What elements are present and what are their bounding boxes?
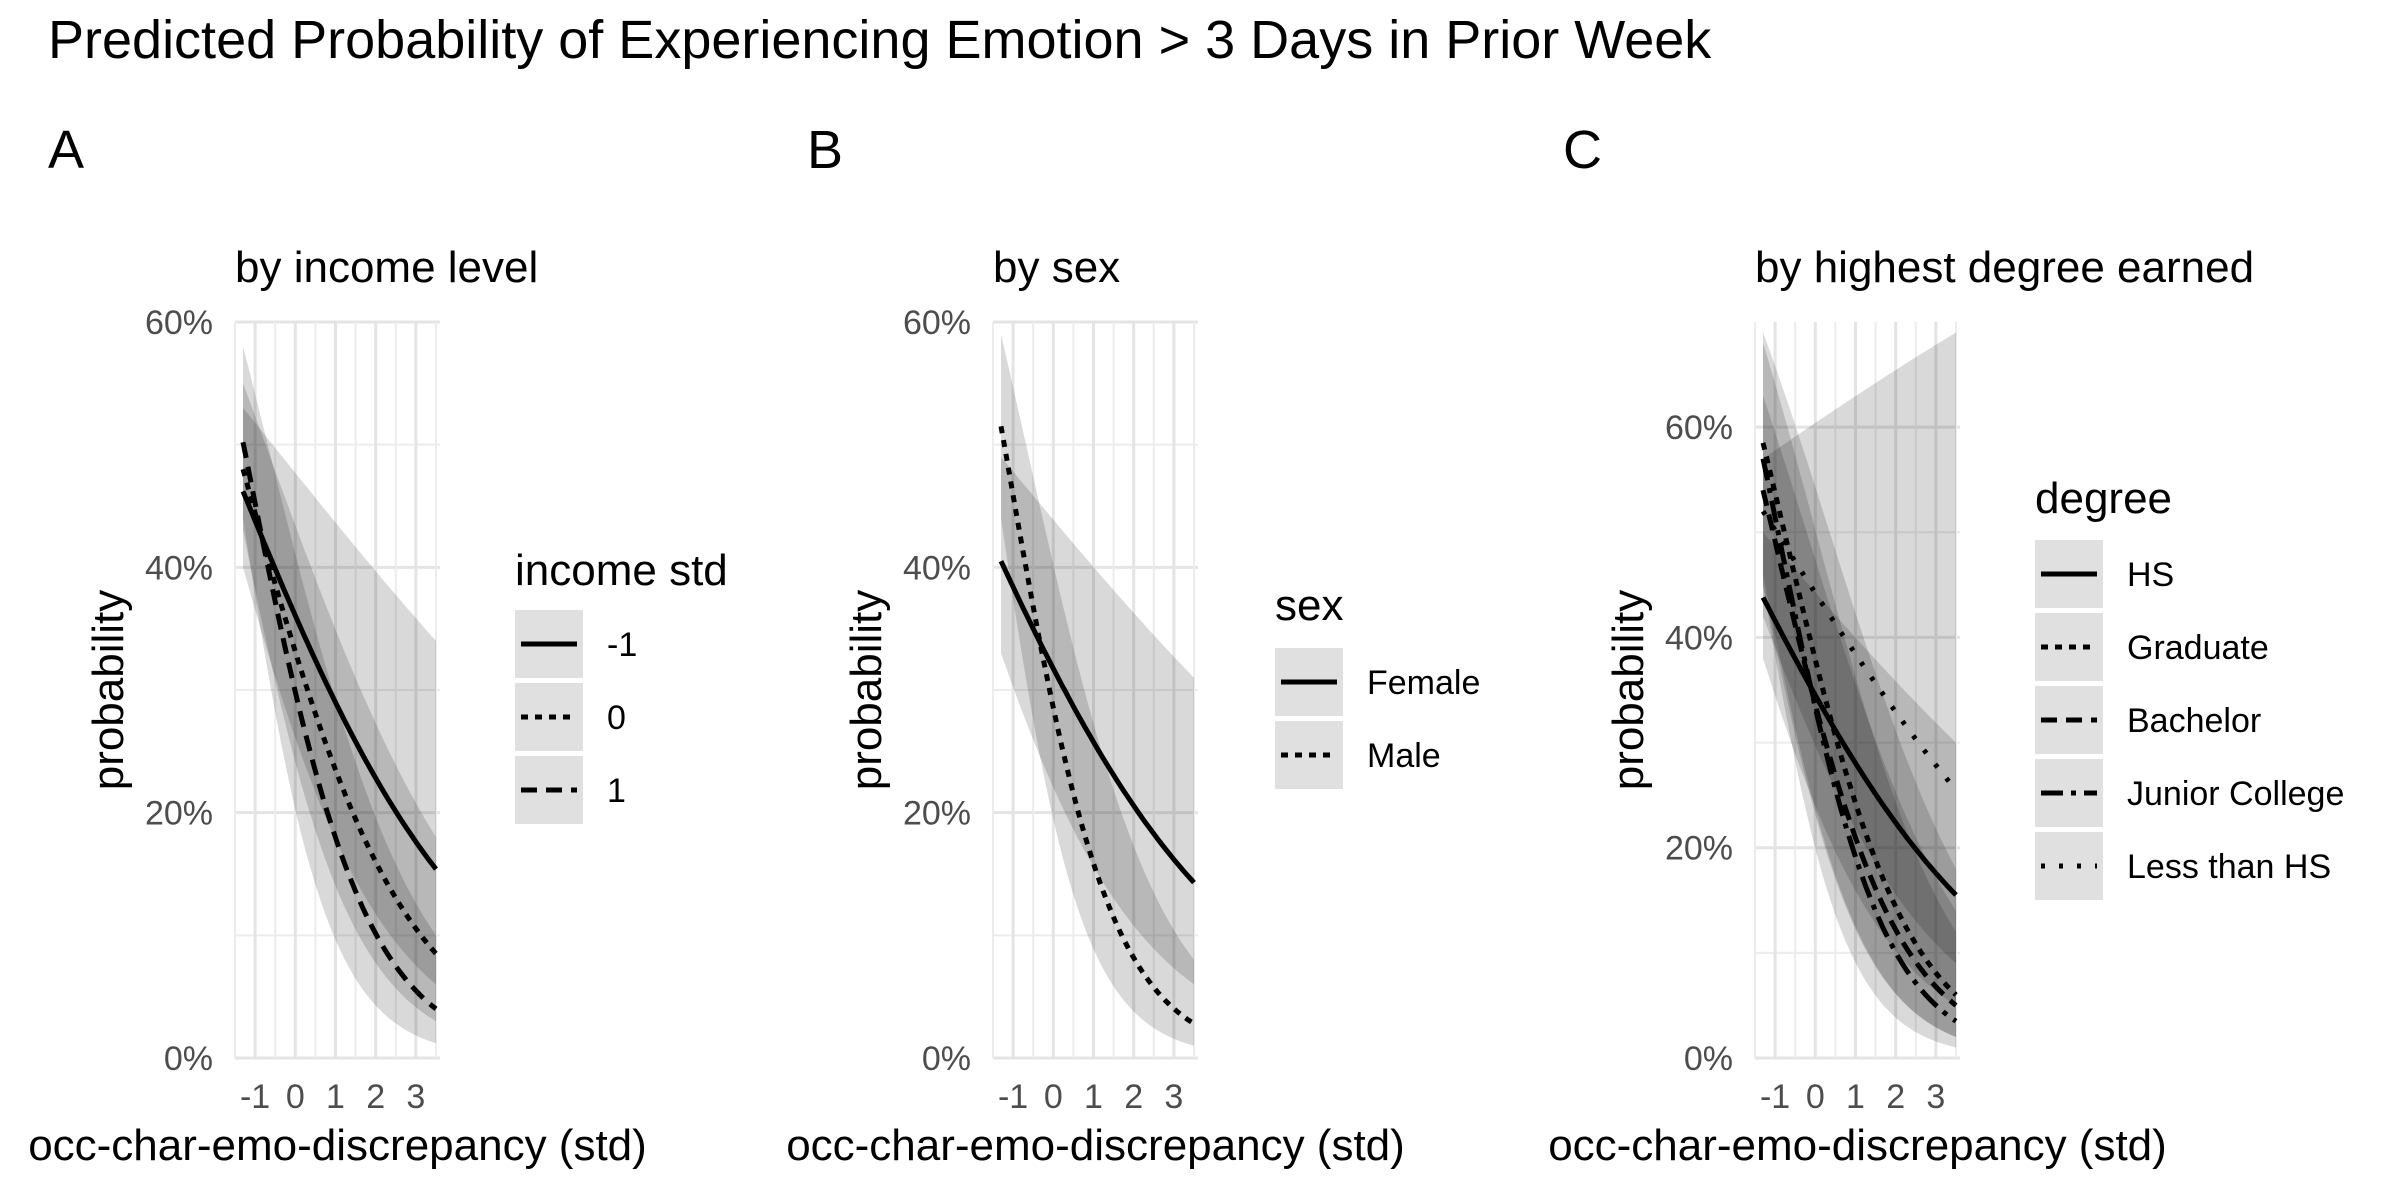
y-tick-label: 20% <box>145 795 213 833</box>
panel-tag: C <box>1563 120 1602 180</box>
legend-label: Junior College <box>2127 775 2344 813</box>
panel-subtitle: by income level <box>235 243 538 292</box>
x-tick-label: 1 <box>1084 1078 1103 1116</box>
series-line <box>240 441 438 1011</box>
x-axis-title: occ-char-emo-discrepancy (std) <box>1548 1121 2167 1170</box>
ci-ribbon <box>243 383 436 1022</box>
y-tick-label: 0% <box>164 1040 213 1078</box>
legend-label: Less than HS <box>2127 848 2331 886</box>
panel-tag: B <box>807 120 843 180</box>
x-tick-label: 3 <box>1164 1078 1183 1116</box>
y-tick-label: 40% <box>1665 619 1733 657</box>
legend-label: 1 <box>607 772 626 810</box>
ci-ribbon <box>1763 343 1956 1048</box>
series-line <box>240 468 438 956</box>
x-tick-label: 3 <box>406 1078 425 1116</box>
panel-tag: A <box>48 120 84 180</box>
y-tick-label: 40% <box>145 549 213 587</box>
x-tick-label: 3 <box>1926 1078 1945 1116</box>
y-axis-title: probability <box>84 590 133 791</box>
figure-title: Predicted Probability of Experiencing Em… <box>48 10 1712 70</box>
x-tick-label: -1 <box>240 1078 270 1116</box>
legend-title: income std <box>515 546 728 595</box>
series-line <box>1760 442 1958 997</box>
legend-title: sex <box>1275 581 1343 630</box>
ci-ribbon <box>1001 456 1194 985</box>
ci-ribbon <box>1001 334 1194 1046</box>
x-axis-title: occ-char-emo-discrepancy (std) <box>28 1121 647 1170</box>
x-tick-label: 1 <box>326 1078 345 1116</box>
panel-c: Cby highest degree earned 0% 20% 40% 60% -1 0 1… <box>1548 120 2344 1170</box>
y-tick-label: 60% <box>903 304 971 342</box>
panel-b: Bby sex 0% 20% 40% 60% -1 0 1 2 3 probability occ-c… <box>786 120 1480 1170</box>
y-tick-label: 60% <box>145 304 213 342</box>
y-tick-label: 0% <box>922 1040 971 1078</box>
ci-ribbon <box>1763 332 1956 1037</box>
x-tick-label: 2 <box>366 1078 385 1116</box>
x-tick-label: -1 <box>1760 1078 1790 1116</box>
y-tick-label: 20% <box>903 795 971 833</box>
x-tick-label: 1 <box>1846 1078 1865 1116</box>
legend-key <box>2035 832 2103 900</box>
x-tick-label: 0 <box>286 1078 305 1116</box>
legend-label: Graduate <box>2127 629 2269 667</box>
y-tick-label: 60% <box>1665 409 1733 447</box>
legend-label: HS <box>2127 556 2174 594</box>
x-tick-label: -1 <box>998 1078 1028 1116</box>
legend-label: Male <box>1367 737 1441 775</box>
y-tick-label: 0% <box>1684 1040 1733 1078</box>
legend-label: 0 <box>607 699 626 737</box>
series-line <box>1760 458 1958 1024</box>
legend-label: Bachelor <box>2127 702 2261 740</box>
legend-label: Female <box>1367 664 1480 702</box>
legend-title: degree <box>2035 474 2172 523</box>
series-line <box>998 560 1196 885</box>
panel-subtitle: by highest degree earned <box>1755 243 2254 292</box>
series-line <box>1760 596 1958 897</box>
x-axis-title: occ-char-emo-discrepancy (std) <box>786 1121 1405 1170</box>
series-line <box>998 425 1196 1026</box>
legend: income std -1 0 1 <box>515 546 728 824</box>
ci-ribbon <box>1763 332 1956 964</box>
legend: sex Female Male <box>1275 581 1480 789</box>
y-tick-label: 20% <box>1665 830 1733 868</box>
x-tick-label: 0 <box>1044 1078 1063 1116</box>
ci-ribbon <box>1763 395 1956 1038</box>
legend-label: -1 <box>607 626 637 664</box>
x-tick-label: 2 <box>1124 1078 1143 1116</box>
panel-subtitle: by sex <box>993 243 1120 292</box>
series-line <box>1760 489 1958 1008</box>
y-tick-label: 40% <box>903 549 971 587</box>
ci-ribbon <box>243 346 436 1044</box>
x-tick-label: 2 <box>1886 1078 1905 1116</box>
ci-ribbon <box>243 407 436 985</box>
y-axis-title: probability <box>842 590 891 791</box>
y-axis-title: probability <box>1604 590 1653 791</box>
x-tick-label: 0 <box>1806 1078 1825 1116</box>
legend: degree HS Graduate Bachelor Junior College Le… <box>2035 474 2344 900</box>
series-line <box>240 490 438 871</box>
